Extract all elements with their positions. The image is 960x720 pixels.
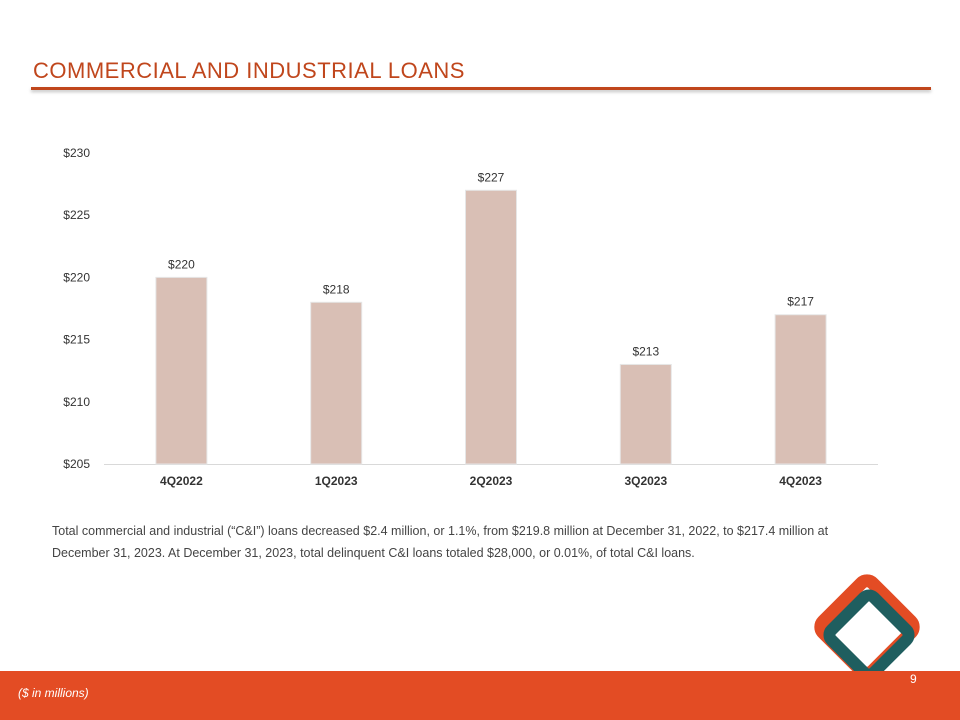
- y-tick-label: $230: [63, 146, 90, 160]
- data-label: $218: [323, 282, 350, 296]
- title-divider: [31, 87, 931, 90]
- x-tick-label: 4Q2023: [779, 474, 822, 488]
- footer-bar: [0, 671, 960, 720]
- bar: [619, 363, 672, 465]
- summary-text: Total commercial and industrial (“C&I”) …: [52, 524, 829, 560]
- y-tick-label: $220: [63, 270, 90, 284]
- bar: [774, 314, 827, 465]
- y-tick-label: $210: [63, 395, 90, 409]
- data-label: $220: [168, 257, 195, 271]
- x-tick-label: 1Q2023: [315, 474, 358, 488]
- y-tick-label: $205: [63, 457, 90, 471]
- company-logo-icon: [803, 570, 933, 695]
- y-tick-label: $215: [63, 333, 90, 347]
- x-tick-label: 3Q2023: [624, 474, 667, 488]
- x-tick-label: 2Q2023: [470, 474, 513, 488]
- bar: [465, 189, 517, 465]
- data-label: $217: [787, 295, 814, 309]
- bar: [155, 276, 208, 465]
- bar: [310, 301, 363, 465]
- x-tick-label: 4Q2022: [160, 474, 203, 488]
- data-label: $227: [478, 170, 505, 184]
- page-title: COMMERCIAL AND INDUSTRIAL LOANS: [33, 58, 465, 83]
- y-tick-label: $225: [63, 208, 90, 222]
- bar-chart: $205 $210 $215 $220 $225 $230 $220 4Q2022 $218 1Q…: [63, 146, 878, 488]
- units-footnote: ($ in millions): [18, 686, 89, 700]
- page-number: 9: [910, 672, 917, 686]
- data-label: $213: [632, 344, 659, 358]
